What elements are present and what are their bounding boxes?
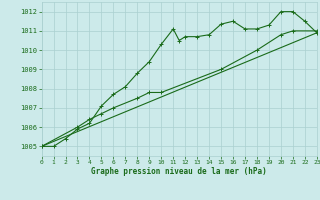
X-axis label: Graphe pression niveau de la mer (hPa): Graphe pression niveau de la mer (hPa) — [91, 167, 267, 176]
